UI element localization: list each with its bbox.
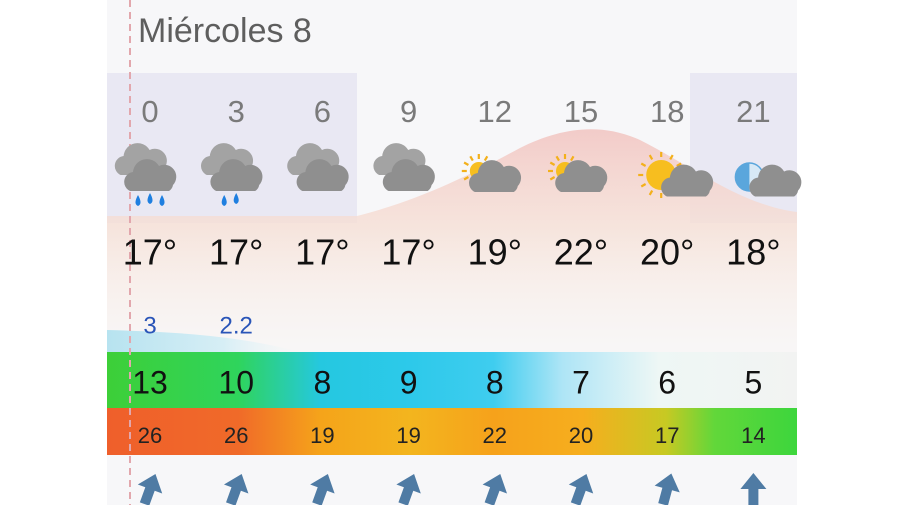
wind-arrow	[223, 473, 249, 505]
sun-ray	[648, 154, 654, 160]
rain-drop	[221, 195, 227, 206]
wind-gust: 19	[310, 423, 334, 448]
wind-arrow	[396, 473, 421, 505]
hour-label: 18	[650, 94, 684, 129]
wind-gust: 19	[396, 423, 420, 448]
cloud	[210, 159, 263, 191]
sun-ray	[549, 176, 556, 181]
hour-label: 15	[564, 94, 598, 129]
cloud	[661, 164, 714, 197]
cloud	[469, 160, 522, 192]
temperature: 19°	[468, 232, 522, 273]
sun-ray	[463, 161, 469, 166]
wind-speed: 13	[132, 364, 168, 400]
precipitation: 2.2	[220, 312, 253, 339]
wind-gust: 22	[483, 423, 507, 448]
weather-icon	[548, 154, 608, 192]
precipitation: 3	[143, 312, 156, 339]
weather-icon	[373, 143, 435, 191]
sun-ray	[669, 154, 674, 160]
temperature: 17°	[295, 232, 349, 273]
hour-label: 12	[478, 94, 512, 129]
wind-speed: 9	[400, 364, 418, 400]
rain-drop	[135, 195, 141, 206]
temperature: 17°	[209, 232, 263, 273]
sun-ray	[463, 176, 469, 181]
rain-area	[107, 330, 300, 352]
weather-icon	[638, 152, 714, 198]
temperature: 17°	[123, 232, 177, 273]
sun-ray	[640, 183, 647, 188]
weather-icon	[201, 143, 263, 206]
hour-label: 9	[400, 94, 417, 129]
wind-gust: 14	[741, 423, 765, 448]
wind-speed: 8	[486, 364, 504, 400]
wind-arrow	[482, 473, 508, 505]
wind-speed: 6	[658, 364, 676, 400]
wind-speed: 5	[745, 364, 763, 400]
day-title: Miércoles 8	[138, 12, 312, 50]
temperature: 22°	[554, 232, 608, 273]
sun-ray	[555, 155, 560, 162]
wind-arrow	[740, 473, 767, 505]
weather-icon	[114, 143, 177, 206]
hour-label: 21	[736, 94, 770, 129]
sun-ray	[570, 155, 575, 162]
cloud	[382, 159, 435, 191]
weather-icon	[461, 154, 522, 192]
sun-ray	[640, 162, 647, 167]
wind-arrow	[310, 473, 335, 505]
sun-ray	[549, 161, 556, 166]
wind-gust: 20	[569, 423, 593, 448]
wind-arrow	[654, 473, 680, 505]
wind-band	[107, 352, 797, 408]
wind-gust: 17	[655, 423, 679, 448]
sun-ray	[676, 162, 682, 167]
rain-drop	[159, 195, 165, 206]
temperature-area	[107, 129, 797, 352]
rain-drop	[147, 193, 153, 204]
temperature: 17°	[381, 232, 435, 273]
temperature: 18°	[726, 232, 780, 273]
wind-arrow	[137, 473, 163, 505]
wind-speed: 10	[218, 364, 254, 400]
hour-label: 3	[228, 94, 245, 129]
sun-ray	[469, 155, 474, 162]
hour-label: 0	[141, 94, 158, 129]
cloud	[555, 160, 608, 192]
weather-icon	[287, 143, 349, 191]
wind-arrow	[568, 473, 594, 505]
sun-ray	[648, 190, 654, 196]
cloud	[296, 159, 349, 191]
wind-speed: 8	[314, 364, 332, 400]
cloud	[124, 159, 177, 191]
sun-ray	[483, 155, 489, 162]
rain-drop	[233, 193, 239, 204]
cloud	[749, 164, 802, 197]
hour-label: 6	[314, 94, 331, 129]
moon-half	[735, 163, 750, 191]
temperature: 20°	[640, 232, 694, 273]
wind-gust: 26	[138, 423, 162, 448]
weather-icon	[734, 162, 802, 197]
gust-band	[107, 408, 797, 455]
wind-gust: 26	[224, 423, 248, 448]
wind-speed: 7	[572, 364, 590, 400]
